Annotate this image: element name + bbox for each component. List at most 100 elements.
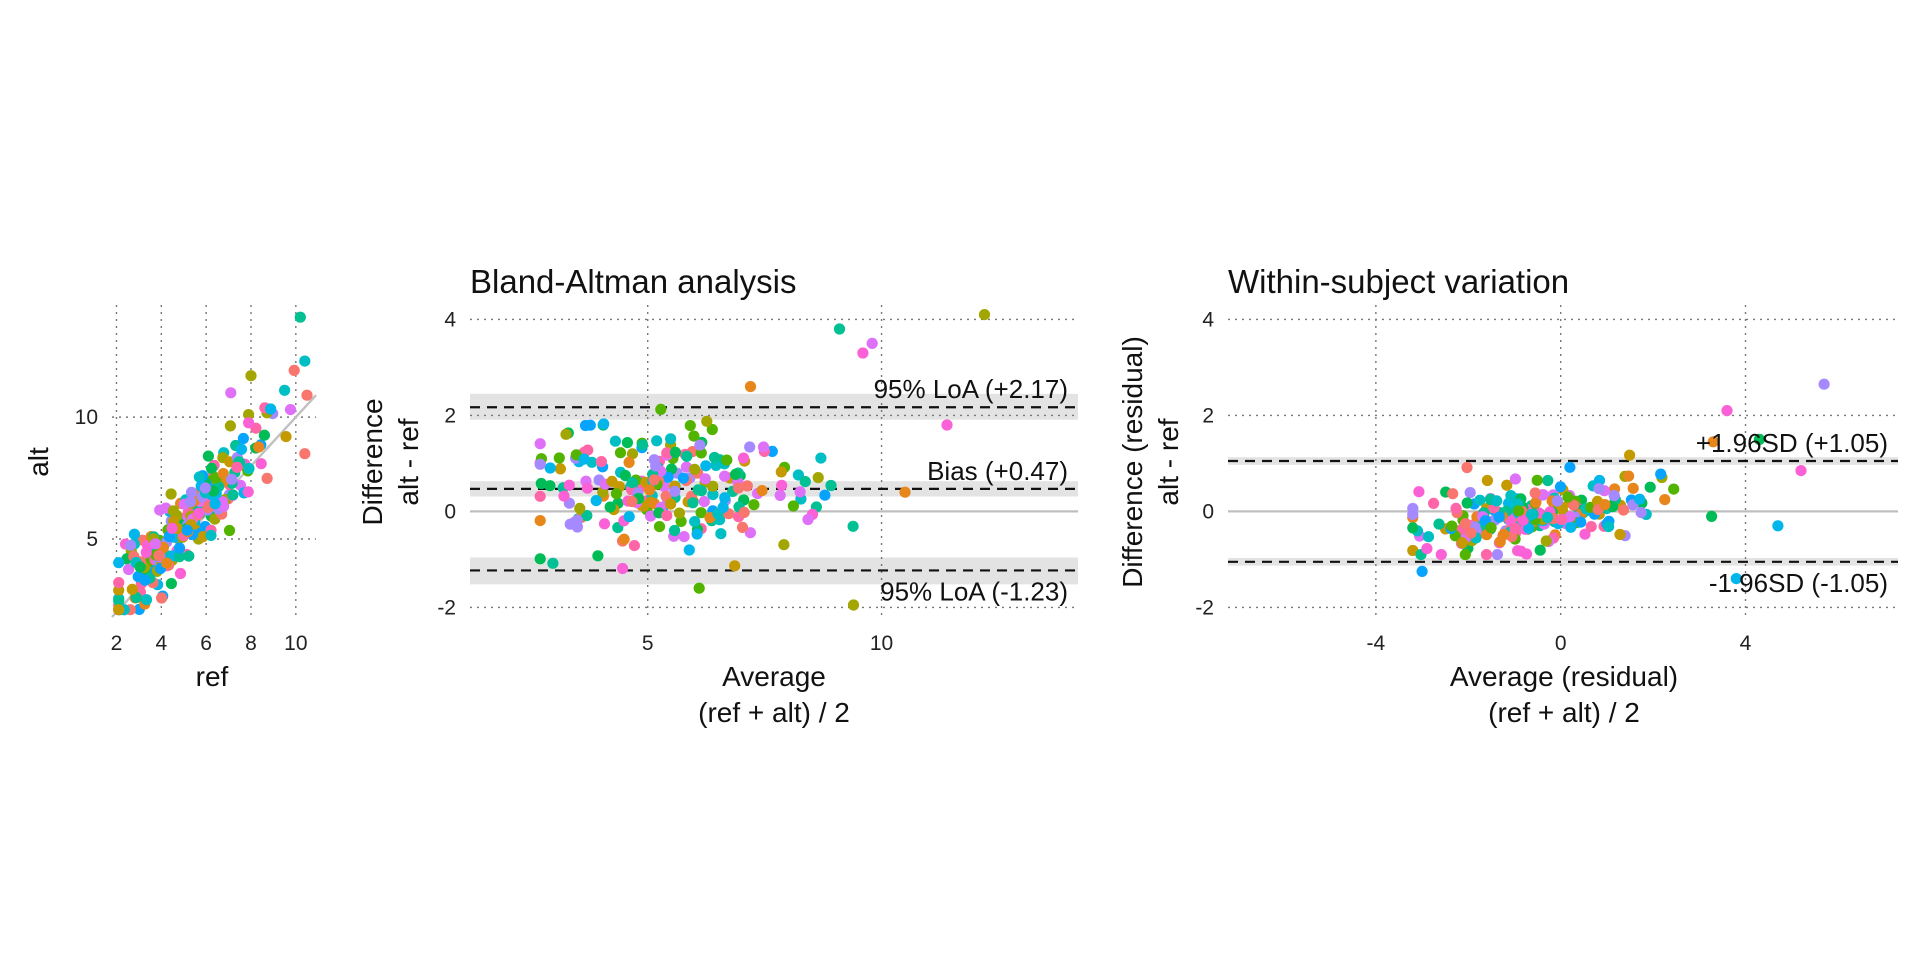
data-point [140, 594, 153, 606]
x-axis-title: Average (residual) [1450, 661, 1678, 692]
y-tick-label: 0 [1202, 500, 1214, 523]
data-point [621, 437, 634, 449]
grid-lines [470, 305, 1078, 617]
data-point [167, 505, 179, 517]
data-point [534, 515, 546, 527]
data-point [899, 486, 911, 498]
data-point [166, 522, 178, 534]
y-tick-labels: 5 10 [75, 406, 98, 551]
data-point [284, 404, 297, 416]
data-point [547, 557, 559, 569]
data-point [719, 492, 731, 504]
data-point [651, 435, 663, 447]
confidence-band [470, 393, 1078, 420]
data-point [694, 439, 706, 451]
data-point [1635, 506, 1647, 519]
panel-title: Bland-Altman analysis [470, 263, 797, 300]
data-point [202, 450, 214, 462]
data-point [113, 595, 125, 607]
data-point [687, 497, 699, 509]
data-point [1634, 493, 1646, 505]
data-point [766, 445, 778, 457]
data-point [708, 451, 721, 464]
data-point [258, 429, 270, 441]
data-point [614, 447, 627, 459]
x-tick-labels: -4 0 4 [1367, 632, 1752, 655]
data-point [1512, 505, 1525, 517]
data-point [1627, 482, 1639, 494]
data-point [738, 506, 750, 518]
data-point [730, 468, 742, 480]
data-point [799, 476, 811, 488]
data-point [628, 540, 641, 552]
data-point [243, 417, 255, 429]
data-point [581, 482, 594, 494]
data-point [288, 364, 300, 376]
data-point [609, 435, 622, 447]
data-point [744, 441, 756, 453]
data-point [774, 489, 786, 501]
data-point [1795, 465, 1807, 477]
data-point [139, 574, 151, 586]
data-point [1579, 528, 1591, 540]
data-point [689, 463, 701, 475]
data-point [1599, 499, 1611, 511]
data-point [1517, 514, 1529, 526]
data-point [181, 524, 193, 536]
data-point [675, 515, 687, 528]
data-point [255, 458, 267, 470]
data-point [1542, 474, 1554, 487]
data-point [242, 486, 254, 498]
data-point [113, 604, 125, 616]
data-point [279, 384, 291, 396]
data-point [1512, 545, 1524, 557]
line-label: Bias (+0.47) [927, 456, 1068, 486]
data-point [1509, 473, 1521, 485]
data-point [1459, 518, 1472, 530]
data-point [218, 500, 230, 512]
data-point [1617, 504, 1630, 516]
data-points [1407, 378, 1830, 585]
x-axis-subtitle: (ref + alt) / 2 [698, 697, 850, 728]
data-point [729, 560, 741, 572]
data-point [571, 514, 584, 527]
y-tick-label: 2 [1202, 404, 1214, 427]
data-point [226, 473, 238, 485]
data-point [206, 462, 218, 474]
data-point [153, 550, 165, 562]
data-point [1520, 548, 1533, 560]
data-point [535, 477, 547, 490]
data-point [661, 447, 673, 459]
data-point [173, 542, 186, 554]
data-point [225, 387, 237, 399]
data-point [833, 323, 846, 335]
data-point [719, 470, 731, 482]
data-point [691, 528, 703, 540]
reference-lines [470, 406, 1078, 572]
data-point [699, 473, 711, 485]
data-point [775, 466, 787, 478]
data-point [185, 486, 198, 498]
data-point [113, 577, 125, 589]
y-tick-labels: -2 0 2 4 [1195, 308, 1214, 619]
data-point [866, 337, 878, 349]
data-point [1416, 565, 1428, 578]
data-point [534, 553, 546, 565]
data-point [1624, 449, 1636, 461]
x-tick-label: 5 [642, 632, 654, 655]
data-point [707, 480, 719, 492]
data-point [744, 527, 757, 539]
data-points [534, 309, 991, 611]
data-point [134, 561, 146, 573]
data-point [819, 489, 831, 501]
data-point [1554, 481, 1567, 493]
data-point [695, 485, 707, 497]
data-point [1556, 513, 1568, 526]
data-point [1505, 490, 1517, 502]
data-point [604, 501, 616, 513]
x-tick-labels: 2 4 6 8 10 [111, 632, 308, 655]
data-point [113, 557, 125, 569]
data-point [636, 439, 649, 451]
bland-altman-panel: Bland-Altman analysis 95% LoA (+2.17) Bia… [357, 263, 1078, 728]
data-point [280, 431, 292, 443]
